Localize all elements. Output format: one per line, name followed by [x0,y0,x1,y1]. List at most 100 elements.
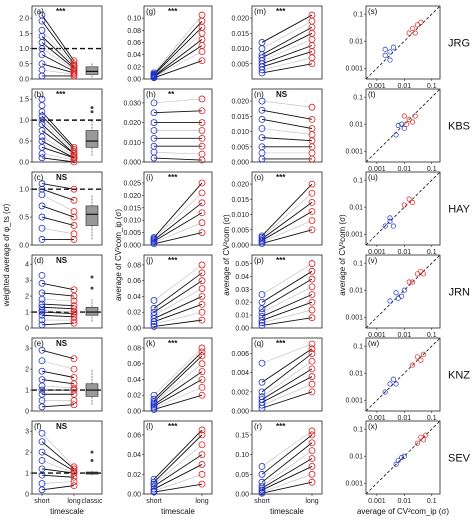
paired-line [261,391,313,409]
point-short [258,359,266,367]
point-long [70,478,78,485]
significance-label: *** [56,90,66,99]
paired-line [41,111,75,148]
point-long [198,269,206,277]
point-long [70,365,78,373]
point-long [308,306,316,314]
point-long [198,300,206,308]
point-long [308,208,316,215]
point-long [198,383,206,391]
paired-line [41,282,75,291]
point-long [198,348,206,356]
panel-label: (b) [34,90,44,99]
point-long [308,431,316,439]
paired-line [261,63,313,74]
panel-frame [251,5,323,80]
paired-line [41,194,75,212]
one-to-one-line [365,88,441,163]
point-short [150,119,158,126]
y-tick-label: 0.006 [231,351,249,358]
point-short [38,102,46,109]
point-long [308,291,316,298]
point-long [70,286,78,294]
significance-label: NS [56,173,68,182]
point-short [258,313,266,320]
point-long [308,455,316,462]
significance-label: *** [168,7,178,16]
panel-frame [143,171,213,246]
point-short [393,132,399,138]
point-short [38,465,46,473]
point-short [399,454,405,460]
point-long [308,357,316,365]
point-long [70,60,78,68]
point-long [406,30,412,36]
paired-line [41,227,75,235]
point-long [420,351,427,357]
y-tick-label: 0.010 [123,218,141,225]
y-tick-label: 0.05 [235,472,249,479]
panel-label: (r) [254,422,262,431]
paired-line [153,394,203,410]
panel-frame [365,254,441,329]
site-label: KBS [448,121,470,133]
point-long [308,427,316,435]
y-tick-label: 4 [25,262,29,269]
y-tick-label: 0.00 [127,409,141,416]
point-short [258,232,266,240]
box-outlier [90,110,94,114]
y-tick-label: 0.01 [349,371,363,378]
x-tick-label: short [146,498,162,505]
y-tick-label: 0.10 [127,16,141,23]
box-outlier [90,275,94,279]
point-long [70,384,78,392]
paired-line [153,280,203,313]
point-short [258,115,266,123]
paired-line [153,222,203,243]
y-tick-label: 0.020 [123,120,141,127]
y-tick-label: 3 [25,278,29,285]
paired-line [153,212,203,242]
y-tick-label: 0.00 [127,326,141,333]
paired-line [153,474,203,492]
x-tick-label: 0.01 [398,332,412,339]
y-axis-title: average of CV²com (σ) [338,214,347,296]
paired-line [41,146,75,159]
paired-line [261,348,313,383]
paired-line [261,368,313,400]
point-short [38,202,46,210]
point-short [395,457,401,463]
point-long [198,376,206,383]
site-label: JRG [448,38,470,50]
box-iqr [85,205,99,226]
y-tick-label: 0.000 [231,243,249,250]
point-long [70,213,78,221]
panel-label: (h) [146,90,156,99]
point-short [258,54,266,62]
paired-line [261,100,313,108]
y-tick-label: 0.06 [127,40,141,47]
point-long [410,362,416,368]
panel-label: (e) [34,339,44,348]
paired-line [153,319,203,327]
y-tick-label: 0.002 [231,389,249,396]
paired-line [261,466,313,491]
significance-label: *** [56,7,66,16]
point-short [150,323,158,330]
paired-line [41,298,75,302]
point-short [258,316,266,324]
panel-label: (x) [368,422,378,431]
point-long [198,107,206,115]
y-tick-label: 2 [25,294,29,301]
paired-line [153,454,203,487]
paired-line [153,151,203,155]
paired-line [41,20,75,65]
paired-line [153,98,203,104]
point-long [412,30,418,36]
x-tick-label: long [195,498,208,505]
paired-line [41,322,75,326]
paired-line [41,481,75,484]
panel-label: (q) [254,339,264,348]
point-short [387,215,393,221]
